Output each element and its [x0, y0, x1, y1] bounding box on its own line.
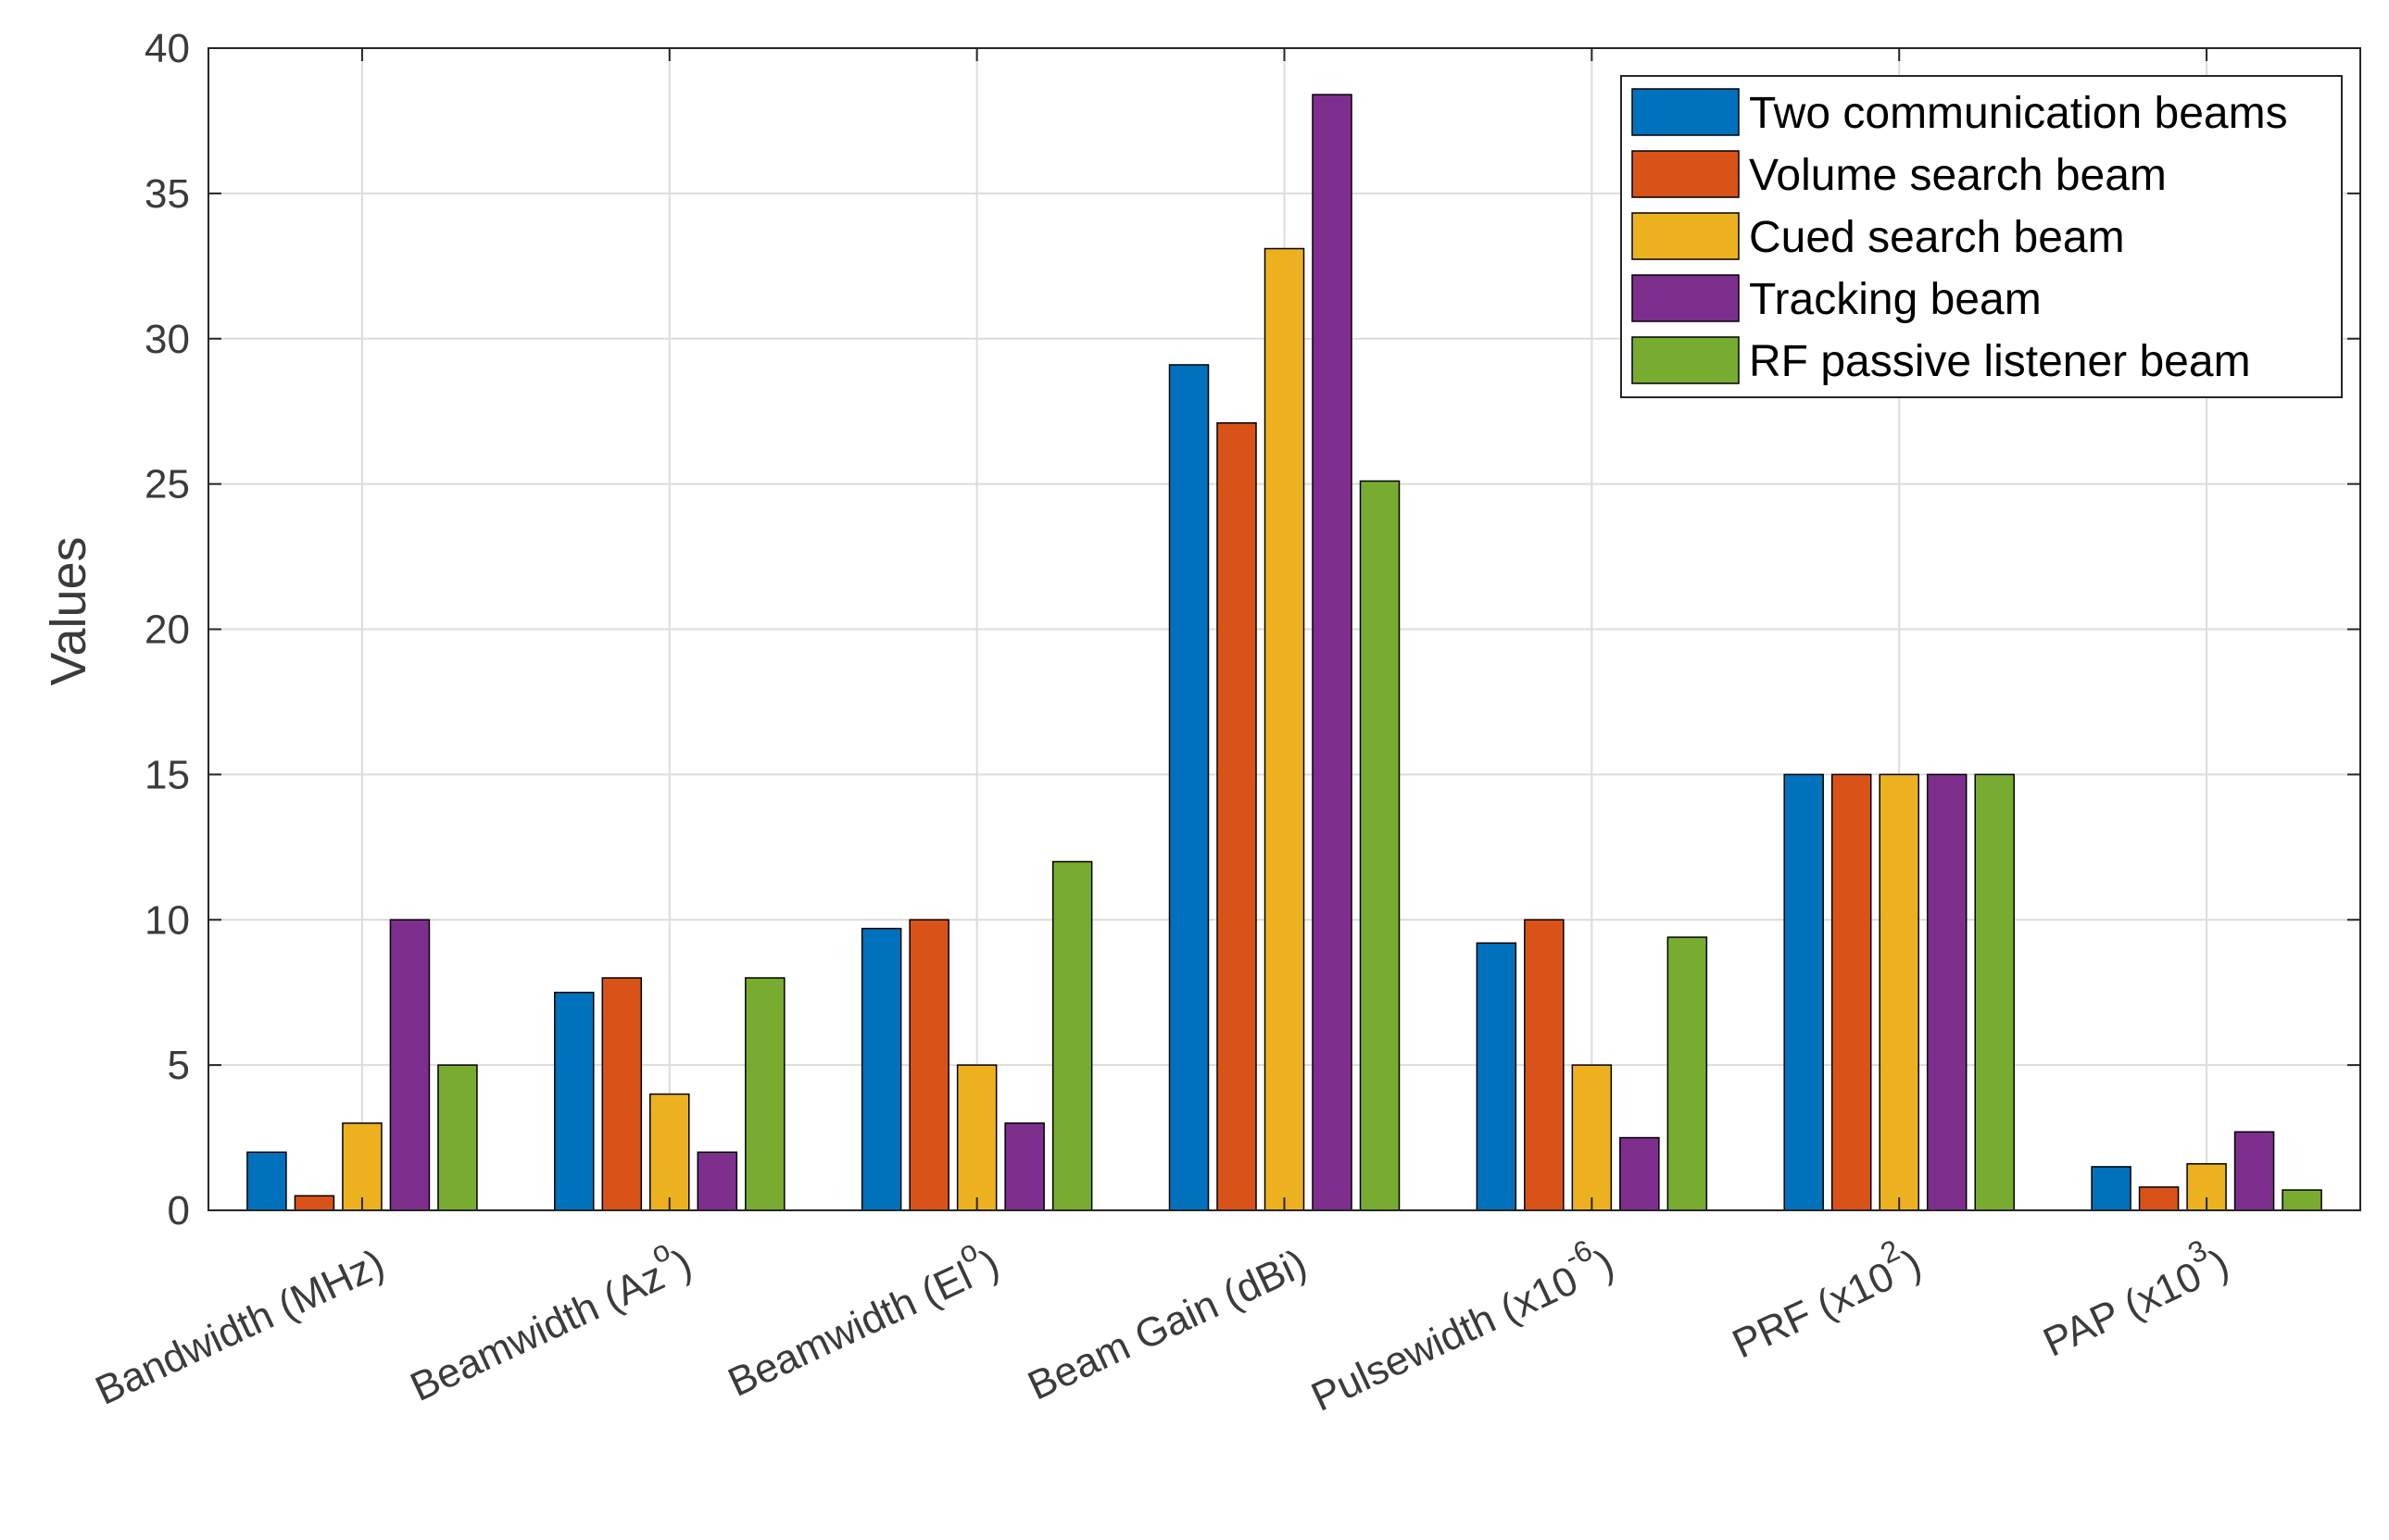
- bar: [294, 1195, 335, 1211]
- axes-box: [207, 47, 2361, 1211]
- bar: [2138, 1186, 2180, 1211]
- bar: [649, 1093, 690, 1211]
- y-tick-label: 35: [145, 171, 190, 217]
- legend-swatch: [1631, 274, 1740, 322]
- legend-swatch: [1631, 212, 1740, 260]
- legend-label: Volume search beam: [1749, 151, 2167, 200]
- bar: [1168, 364, 1210, 1211]
- y-axis-title: Values: [41, 536, 96, 685]
- y-tick-label: 20: [145, 607, 190, 653]
- bar: [342, 1122, 383, 1211]
- y-tick-label: 15: [145, 752, 190, 797]
- legend-swatch: [1631, 88, 1740, 136]
- bar: [1524, 919, 1565, 1211]
- bar: [1312, 94, 1352, 1211]
- y-tick-label: 0: [168, 1188, 190, 1233]
- y-tick-label: 30: [145, 317, 190, 362]
- bar: [2091, 1166, 2131, 1211]
- legend-label: Two communication beams: [1749, 89, 2288, 138]
- bar: [861, 927, 902, 1211]
- legend-swatch: [1631, 150, 1740, 198]
- legend-label: Tracking beam: [1749, 275, 2042, 324]
- bar: [1476, 942, 1517, 1211]
- legend-label: RF passive listener beam: [1749, 337, 2251, 386]
- bar: [1666, 936, 1708, 1211]
- legend-box: [1620, 75, 2343, 398]
- bar: [437, 1064, 478, 1211]
- y-tick-label: 10: [145, 897, 190, 943]
- bar: [2282, 1189, 2322, 1211]
- bar: [246, 1151, 287, 1211]
- bar: [1216, 421, 1257, 1211]
- bar: [601, 977, 643, 1211]
- bar: [1619, 1136, 1660, 1211]
- bar: [389, 919, 431, 1211]
- bar: [956, 1064, 998, 1211]
- bars: [246, 94, 2322, 1211]
- axes: [207, 47, 2361, 1211]
- y-tick-label: 25: [145, 462, 190, 507]
- bar: [745, 977, 786, 1211]
- y-tick-labels: 0 5 10 15 20 25 30 35 40: [145, 26, 190, 1233]
- bar: [2233, 1131, 2275, 1211]
- bar: [1783, 773, 1824, 1211]
- bar: [1004, 1122, 1045, 1211]
- bar: [909, 919, 949, 1211]
- bar: [1051, 860, 1093, 1211]
- y-tick-label: 5: [168, 1043, 190, 1088]
- bar: [1264, 247, 1305, 1211]
- bar: [1926, 773, 1968, 1211]
- bar: [1359, 480, 1401, 1211]
- bar: [1830, 773, 1872, 1211]
- y-tick-label: 40: [145, 26, 190, 71]
- bar: [1571, 1064, 1613, 1211]
- bar: [554, 991, 595, 1211]
- bar: [1879, 773, 1919, 1211]
- legend-label: Cued search beam: [1749, 213, 2125, 262]
- legend-swatch: [1631, 336, 1740, 384]
- legend: Two communication beams Volume search bea…: [1620, 75, 2343, 398]
- bar: [697, 1151, 738, 1211]
- bar: [1974, 773, 2015, 1211]
